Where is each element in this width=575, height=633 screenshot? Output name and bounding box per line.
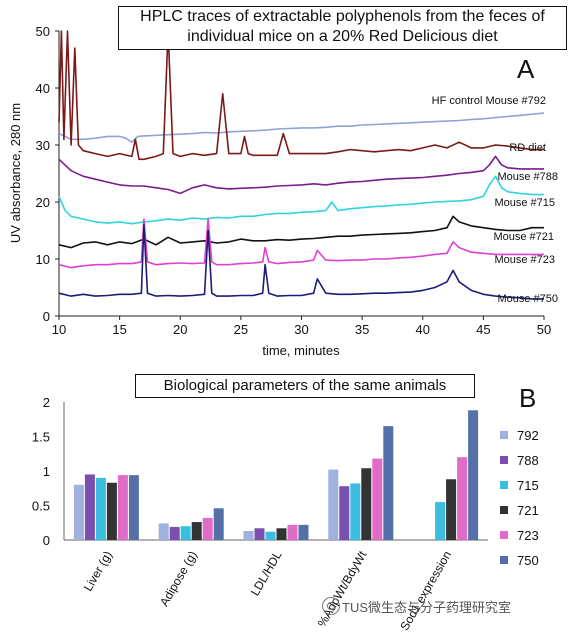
bar bbox=[339, 486, 350, 540]
x-tick-label: 50 bbox=[537, 322, 551, 337]
legend-label: 723 bbox=[517, 528, 539, 543]
x-tick-label: 30 bbox=[294, 322, 308, 337]
bar bbox=[361, 468, 372, 540]
panel-b-letter: B bbox=[519, 383, 537, 413]
x-tick-label: 15 bbox=[112, 322, 126, 337]
panel-a-letter: A bbox=[517, 54, 535, 84]
legend-swatch bbox=[500, 431, 508, 439]
bar bbox=[457, 457, 468, 540]
trace-line bbox=[58, 112, 545, 143]
wechat-icon bbox=[322, 597, 340, 615]
legend-label: 721 bbox=[517, 503, 539, 518]
category-label: LDL/HDL bbox=[248, 548, 285, 598]
bar bbox=[350, 483, 361, 540]
legend-swatch bbox=[500, 481, 508, 489]
category-label: Adipose (g) bbox=[157, 549, 200, 609]
legend-label: 750 bbox=[517, 553, 539, 568]
bar bbox=[328, 469, 339, 540]
trace-line bbox=[58, 218, 544, 269]
trace-label: Mouse #788 bbox=[497, 171, 558, 183]
bar bbox=[287, 524, 298, 540]
y-tick-label: 0.5 bbox=[32, 499, 50, 514]
hplc-chart-title: HPLC traces of extractable polyphenols f… bbox=[118, 6, 567, 50]
bar bbox=[276, 528, 287, 540]
bar bbox=[158, 523, 169, 540]
bar bbox=[73, 484, 84, 540]
legend-label: 715 bbox=[517, 478, 539, 493]
trace-line bbox=[58, 30, 544, 161]
legend-swatch bbox=[500, 506, 508, 514]
x-tick-label: 10 bbox=[52, 322, 66, 337]
y-tick-label: 1.5 bbox=[32, 430, 50, 445]
bar bbox=[191, 522, 202, 540]
y-tick-label: 1 bbox=[43, 464, 50, 479]
bar bbox=[202, 517, 213, 540]
bar bbox=[169, 526, 180, 540]
bar bbox=[128, 475, 139, 540]
trace-label: Mouse #750 bbox=[497, 293, 558, 305]
x-tick-label: 40 bbox=[416, 322, 430, 337]
trace-label: Mouse #721 bbox=[493, 231, 554, 243]
bar bbox=[84, 474, 95, 540]
trace-label: RD diet bbox=[509, 142, 546, 154]
bar bbox=[180, 526, 191, 540]
hplc-title-line-2: individual mice on a 20% Red Delicious d… bbox=[187, 28, 498, 45]
category-label: %AdpWt/BdyWt bbox=[315, 548, 370, 629]
bar bbox=[95, 477, 106, 540]
x-tick-label: 45 bbox=[476, 322, 490, 337]
y-tick-label: 20 bbox=[36, 195, 50, 210]
x-tick-label: 35 bbox=[355, 322, 369, 337]
trace-label: Mouse #723 bbox=[494, 254, 555, 266]
legend-swatch bbox=[500, 556, 508, 564]
bar-chart-title: Biological parameters of the same animal… bbox=[135, 374, 475, 398]
category-label: Sod1 expression bbox=[397, 549, 454, 633]
y-tick-label: 0 bbox=[43, 533, 50, 548]
hplc-title-line-1: HPLC traces of extractable polyphenols f… bbox=[140, 8, 545, 25]
bar bbox=[243, 531, 254, 540]
y-tick-label: 50 bbox=[36, 24, 50, 39]
legend-swatch bbox=[500, 456, 508, 464]
legend-swatch bbox=[500, 531, 508, 539]
bar bbox=[265, 531, 276, 540]
bar bbox=[254, 528, 265, 540]
x-axis-label: time, minutes bbox=[262, 343, 340, 358]
trace-label: Mouse #715 bbox=[494, 197, 555, 209]
bar bbox=[372, 458, 383, 540]
bar bbox=[435, 502, 446, 540]
bar bbox=[298, 524, 309, 540]
trace-line bbox=[58, 155, 544, 195]
y-tick-label: 2 bbox=[43, 395, 50, 410]
bar bbox=[106, 482, 117, 540]
trace-line bbox=[58, 215, 544, 249]
bar bbox=[446, 479, 457, 540]
category-label: Liver (g) bbox=[81, 549, 115, 594]
y-tick-label: 40 bbox=[36, 81, 50, 96]
watermark-text: TUS微生态与分子药理研究室 bbox=[342, 600, 512, 615]
x-tick-label: 20 bbox=[173, 322, 187, 337]
legend-label: 788 bbox=[517, 453, 539, 468]
y-axis-label: UV absorbance, 280 nm bbox=[8, 103, 23, 243]
y-tick-label: 10 bbox=[36, 252, 50, 267]
trace-line bbox=[58, 175, 544, 225]
trace-line bbox=[58, 224, 544, 300]
legend-label: 792 bbox=[517, 428, 539, 443]
y-tick-label: 30 bbox=[36, 138, 50, 153]
bar bbox=[383, 426, 394, 540]
bar-chart: 0 0.5 1 1.5 2 Liver (g) Adipose (g) LDL/HDL %Adp… bbox=[32, 395, 539, 633]
x-tick-label: 25 bbox=[234, 322, 248, 337]
bar bbox=[213, 508, 224, 540]
y-tick-label: 0 bbox=[43, 309, 50, 324]
bar bbox=[117, 475, 128, 540]
bar bbox=[468, 410, 479, 540]
trace-label: HF control Mouse #792 bbox=[432, 95, 546, 107]
